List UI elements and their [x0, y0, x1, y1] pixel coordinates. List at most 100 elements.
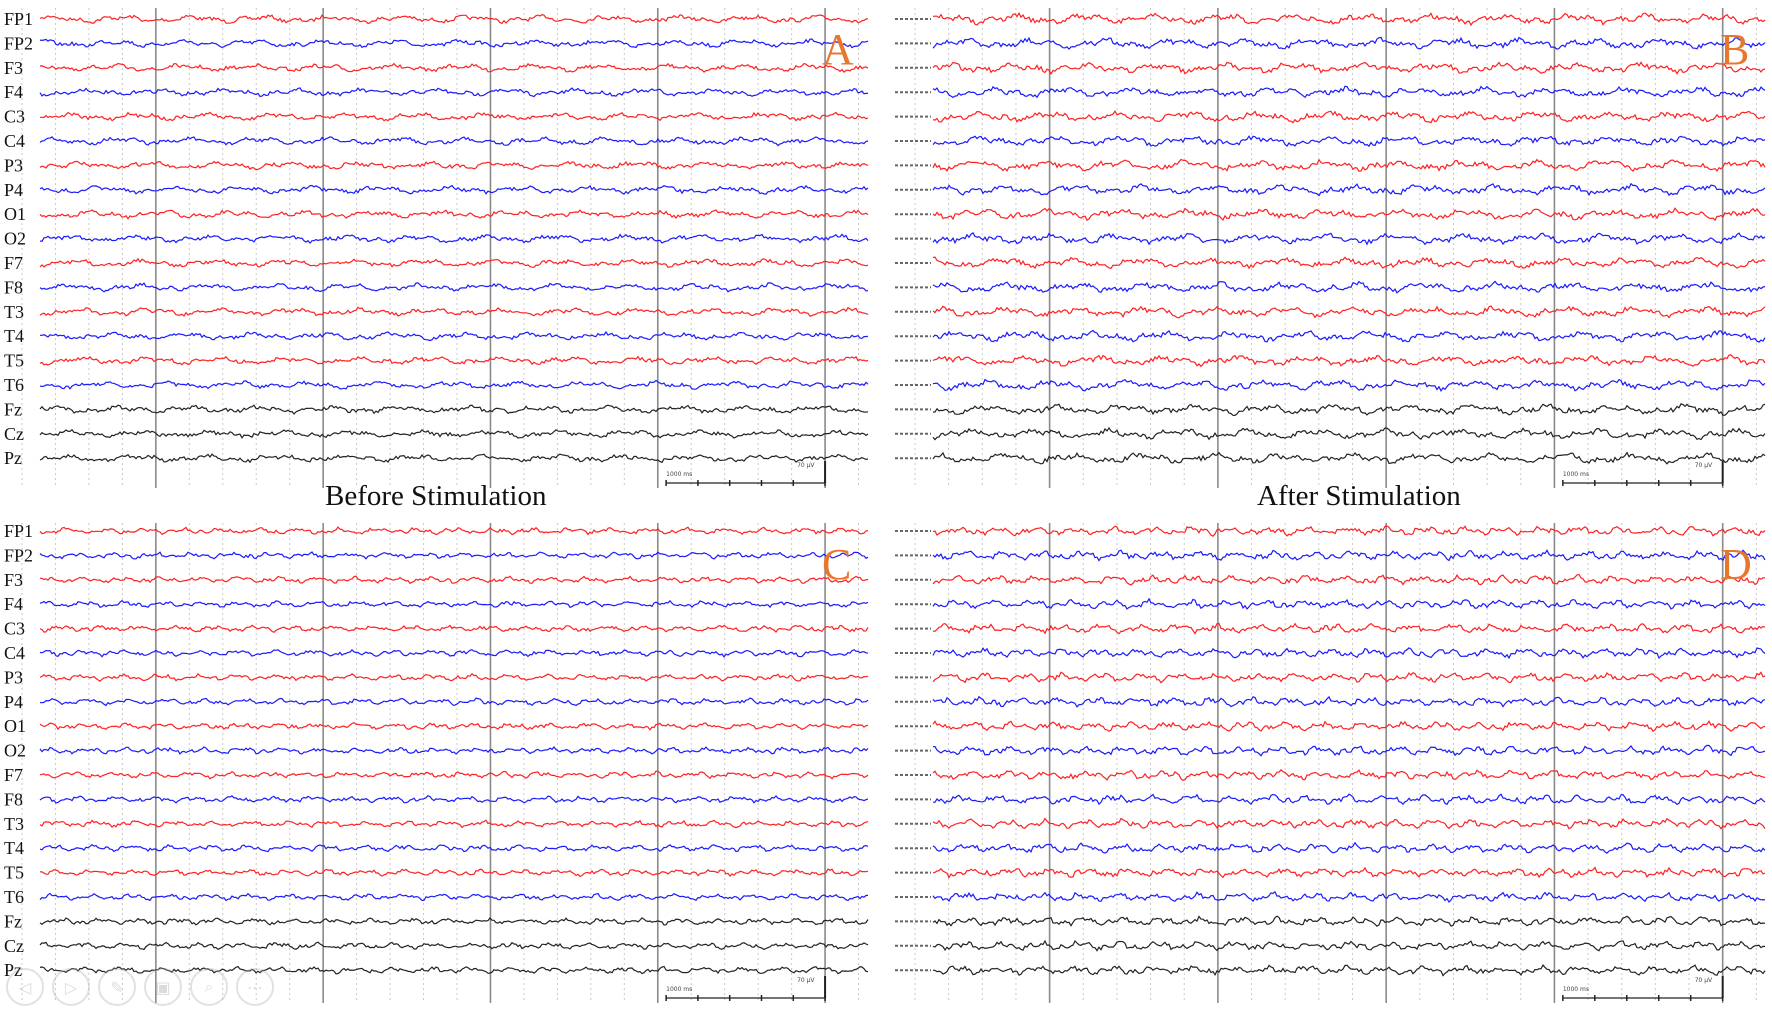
eeg-trace-o2: [932, 232, 1766, 246]
eeg-trace-t5: [39, 868, 869, 878]
eeg-trace-fp1: [39, 14, 869, 25]
eeg-trace-t6: [932, 890, 1766, 903]
time-scale-label: 1000 ms: [666, 986, 692, 993]
eeg-trace-o2: [39, 746, 869, 755]
eeg-trace-c3: [40, 111, 869, 122]
eeg-trace-o2: [932, 744, 1766, 757]
previous-slide-button[interactable]: ◁: [6, 968, 44, 1006]
more-icon: ⋯: [247, 977, 263, 997]
eeg-trace-fp1: [932, 525, 1766, 537]
amplitude-scale-label: 70 µV: [797, 462, 815, 469]
channel-label-c4: C4: [4, 131, 25, 151]
channel-label-o1: O1: [4, 716, 26, 736]
channel-label-fp1: FP1: [4, 9, 33, 29]
eeg-trace-t5: [932, 866, 1766, 879]
time-scale-label: 1000 ms: [666, 471, 692, 478]
eeg-trace-t6: [39, 892, 869, 902]
eeg-trace-p4: [932, 182, 1766, 197]
channel-label-fp2: FP2: [4, 545, 33, 565]
eeg-trace-f8: [39, 282, 869, 293]
eeg-trace-t5: [932, 354, 1766, 368]
eeg-trace-fz: [39, 404, 869, 415]
channel-label-fp2: FP2: [4, 33, 33, 53]
eeg-trace-f4: [932, 597, 1766, 610]
eeg-trace-f8: [933, 793, 1766, 806]
eeg-trace-t6: [39, 379, 869, 390]
eeg-trace-fz: [932, 403, 1766, 417]
eeg-trace-f8: [932, 280, 1766, 294]
previous-icon: ◁: [18, 977, 32, 997]
eeg-trace-cz: [932, 939, 1765, 952]
channel-label-c4: C4: [4, 643, 25, 663]
eeg-trace-f7: [932, 769, 1766, 781]
eeg-trace-c3: [932, 109, 1766, 124]
eeg-trace-cz: [39, 941, 869, 951]
channel-label-f8: F8: [4, 789, 23, 809]
eeg-trace-p4: [39, 184, 869, 195]
eeg-trace-t4: [39, 843, 869, 853]
amplitude-scale-label: 70 µV: [1695, 462, 1713, 469]
next-icon: ▷: [64, 977, 78, 997]
panel-letter-a: A: [822, 25, 854, 74]
eeg-trace-f3: [39, 575, 869, 585]
channel-label-t6: T6: [4, 375, 24, 395]
eeg-trace-fp2: [39, 551, 869, 560]
eeg-trace-c4: [932, 647, 1766, 660]
eeg-trace-c3: [932, 622, 1766, 635]
eeg-trace-o1: [932, 207, 1766, 222]
eeg-trace-fz: [932, 915, 1766, 927]
eeg-trace-t5: [39, 355, 869, 366]
eeg-trace-f8: [39, 794, 869, 804]
eeg-trace-c4: [39, 136, 869, 147]
eeg-trace-pz: [932, 451, 1766, 465]
channel-label-cz: Cz: [4, 424, 24, 444]
channel-label-fp1: FP1: [4, 521, 33, 541]
eeg-trace-t4: [932, 841, 1766, 854]
eeg-trace-t4: [932, 329, 1766, 343]
eeg-trace-fp2: [932, 36, 1766, 50]
more-button[interactable]: ⋯: [236, 968, 274, 1006]
eeg-trace-fp1: [932, 11, 1766, 27]
channel-label-f3: F3: [4, 570, 23, 590]
eeg-trace-f3: [932, 61, 1766, 76]
eeg-trace-f7: [932, 256, 1766, 270]
channel-label-f3: F3: [4, 58, 23, 78]
eeg-trace-cz: [39, 428, 869, 439]
channel-label-pz: Pz: [4, 448, 22, 468]
channel-label-c3: C3: [4, 107, 25, 127]
eeg-trace-o1: [39, 209, 869, 220]
next-slide-button[interactable]: ▷: [52, 968, 90, 1006]
eeg-trace-c3: [39, 624, 869, 634]
amplitude-scale-label: 70 µV: [797, 977, 815, 984]
eeg-trace-t4: [39, 330, 869, 342]
eeg-trace-t3: [39, 819, 869, 829]
channel-label-t5: T5: [4, 351, 24, 371]
channel-label-f7: F7: [4, 253, 23, 273]
eeg-trace-p3: [932, 671, 1766, 684]
eeg-trace-pz: [39, 965, 869, 975]
zoom-button[interactable]: ⌕: [190, 968, 228, 1006]
eeg-trace-f4: [932, 85, 1766, 99]
channel-label-f4: F4: [4, 594, 23, 614]
channel-label-o2: O2: [4, 229, 26, 249]
title-after-stimulation: After Stimulation: [1257, 480, 1461, 512]
eeg-trace-f3: [932, 573, 1765, 586]
slideshow-controls: ◁ ▷ ✎ ▣ ⌕ ⋯: [6, 968, 274, 1006]
channel-label-p4: P4: [4, 180, 23, 200]
eeg-trace-t3: [39, 306, 869, 318]
eeg-trace-p3: [39, 672, 869, 682]
pen-button[interactable]: ✎: [98, 968, 136, 1006]
channel-label-f7: F7: [4, 765, 23, 785]
eeg-trace-o1: [932, 720, 1766, 733]
eeg-trace-p3: [932, 158, 1766, 172]
eeg-trace-fp1: [39, 526, 869, 536]
eeg-trace-f4: [39, 87, 869, 98]
channel-label-o2: O2: [4, 741, 26, 761]
eeg-trace-p3: [39, 160, 869, 171]
channel-label-f8: F8: [4, 277, 23, 297]
pen-icon: ✎: [110, 977, 124, 997]
channel-label-f4: F4: [4, 82, 23, 102]
channel-label-p3: P3: [4, 667, 23, 687]
eeg-trace-f7: [39, 257, 869, 268]
camera-button[interactable]: ▣: [144, 968, 182, 1006]
